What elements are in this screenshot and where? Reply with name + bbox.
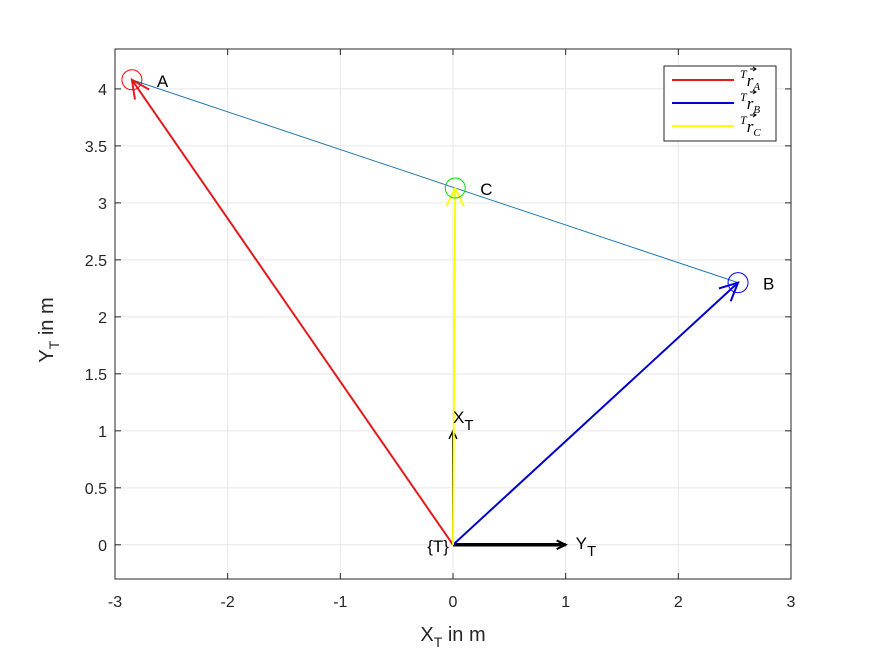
x-tick-label: 1 [561,594,570,611]
y-tick-label: 0 [98,538,107,555]
y-tick-label: 0.5 [85,481,107,498]
x-tick-label: -1 [333,594,347,611]
frame-y-axis-arrowhead [556,539,568,551]
y-tick-label: 1.5 [85,367,107,384]
y-tick-label: 2.5 [85,253,107,270]
legend-vector-arrow-c [750,112,757,118]
point-a-label: A [157,72,169,91]
x-tick-label: -2 [221,594,235,611]
vector-a-arrowhead [130,77,150,100]
y-tick-label: 3.5 [85,139,107,156]
x-tick-label: 2 [674,594,683,611]
x-tick-label: -3 [108,594,122,611]
legend-entry-b: TrB [740,90,760,116]
frame-x-axis-label: XT [453,408,474,434]
tick-layer: -3 -2 -1 0 1 2 3 0 0.5 1 1.5 2 2.5 3 3.5 4 [85,49,796,611]
legend-entry-a: TrA [740,67,760,93]
point-b-marker [727,272,749,294]
legend-entry-c: TrC [740,113,761,139]
y-axis-label: YT in m [36,297,62,362]
vector-a [131,79,454,546]
y-tick-label: 3 [98,196,107,213]
point-c-marker [444,177,466,199]
vector-b-arrowhead [718,281,740,302]
y-tick-label: 1 [98,424,107,441]
x-axis-label: XT in m [420,624,485,650]
vector-c [452,188,457,545]
vector-b [452,281,739,546]
point-c-label: C [480,180,492,199]
data-layer: A B C {T} XT YT [121,69,774,560]
y-tick-label: 4 [98,82,107,99]
x-tick-label: 3 [787,594,796,611]
line-a-b [131,79,739,284]
point-b-label: B [763,275,774,294]
y-tick-label: 2 [98,310,107,327]
legend-vector-arrow-a [750,66,757,72]
point-a-marker [121,69,143,91]
legend-vector-arrow-b [750,89,757,95]
x-tick-label: 0 [449,594,458,611]
frame-origin-label: {T} [427,537,449,556]
vector-c-arrowhead [445,185,465,207]
frame-y-axis-label: YT [576,534,597,560]
